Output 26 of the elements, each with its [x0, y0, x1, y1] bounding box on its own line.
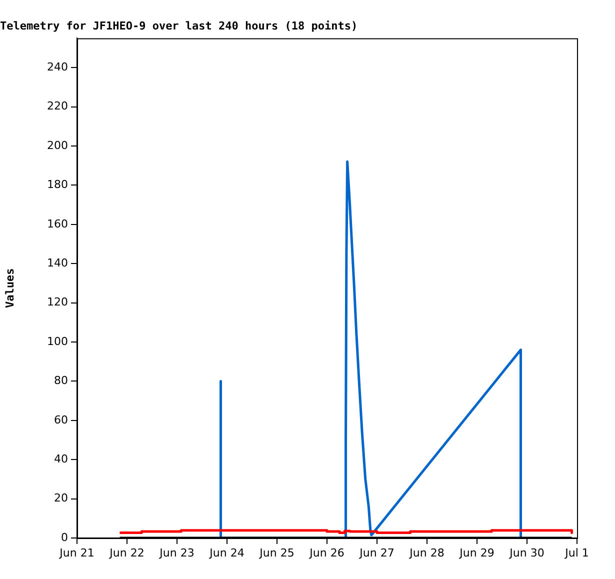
- x-tick-label: Jun 29: [458, 546, 494, 560]
- y-tick-label: 120: [47, 296, 68, 309]
- chart-title: Telemetry for JF1HEO-9 over last 240 hours (18 points): [0, 19, 358, 32]
- x-tick-label: Jun 25: [258, 546, 294, 560]
- y-axis-title: Values: [3, 268, 16, 308]
- y-tick-label: 160: [47, 217, 68, 230]
- y-tick-label: 0: [61, 530, 68, 544]
- x-tick-label: Jun 21: [58, 546, 94, 560]
- y-tick-label: 220: [47, 100, 68, 113]
- x-tick-label: Jun 24: [208, 546, 244, 560]
- x-tick-label: Jun 23: [158, 546, 194, 560]
- x-tick-label: Jun 30: [508, 546, 544, 560]
- y-tick-label: 140: [47, 256, 68, 270]
- y-tick-label: 100: [47, 334, 68, 348]
- y-tick-label: 40: [54, 452, 68, 466]
- y-tick-label: 80: [54, 374, 68, 388]
- y-tick-label: 200: [47, 138, 68, 152]
- y-tick-label: 240: [47, 60, 68, 74]
- x-tick-label: Jun 22: [108, 546, 144, 560]
- x-tick-label: Jun 26: [308, 546, 344, 560]
- y-tick-label: 60: [54, 413, 68, 426]
- x-tick-label: Jun 27: [358, 546, 394, 560]
- x-tick-label: Jul 1: [564, 546, 589, 560]
- y-tick-label: 20: [54, 492, 68, 505]
- y-tick-label: 180: [47, 178, 68, 192]
- x-tick-label: Jun 28: [408, 546, 444, 560]
